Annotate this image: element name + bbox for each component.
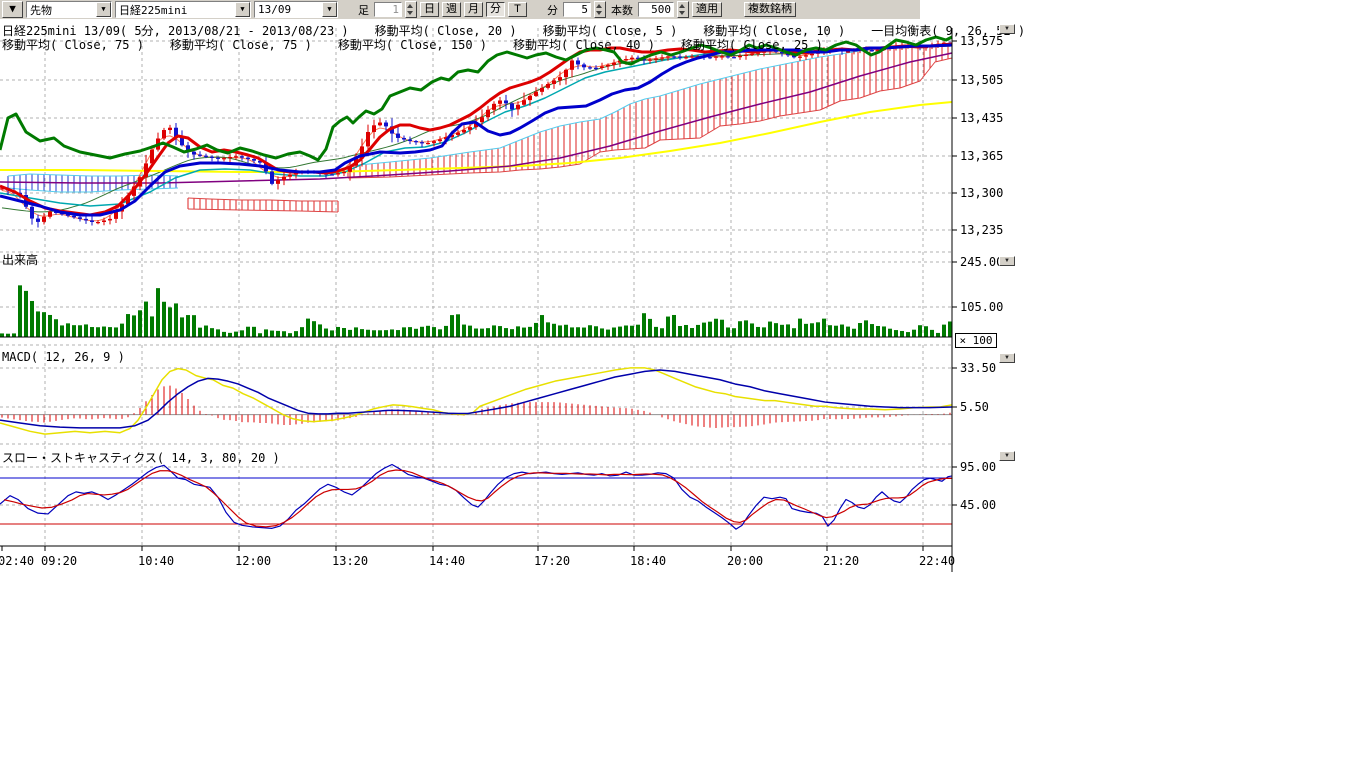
svg-text:95.00: 95.00 <box>960 460 996 474</box>
legend-item: 移動平均( Close, 40 ) <box>513 36 655 53</box>
svg-text:14:40: 14:40 <box>429 554 465 568</box>
volume-bars <box>0 285 952 337</box>
trading-app-window: { "toolbar": { "stub_arrow": "▼", "combo… <box>0 0 1366 768</box>
legend-item: 移動平均( Close, 25 ) <box>681 36 823 53</box>
svg-text:33.50: 33.50 <box>960 361 996 375</box>
svg-text:245.00: 245.00 <box>960 255 1003 269</box>
volume-panel-collapse-button[interactable]: ▼ <box>999 256 1015 266</box>
macd-panel-label: MACD( 12, 26, 9 ) <box>2 350 125 364</box>
svg-text:17:20: 17:20 <box>534 554 570 568</box>
legend-item: 移動平均( Close, 75 ) <box>170 36 312 53</box>
svg-text:13,300: 13,300 <box>960 186 1003 200</box>
candlesticks <box>0 41 952 228</box>
volume-multiplier-badge: × 100 <box>955 333 997 348</box>
svg-text:13,235: 13,235 <box>960 223 1003 237</box>
volume-panel-label: 出来高 <box>2 251 38 268</box>
svg-text:22:40: 22:40 <box>919 554 955 568</box>
macd-panel-collapse-button[interactable]: ▼ <box>999 353 1015 363</box>
svg-text:13,435: 13,435 <box>960 111 1003 125</box>
stochastics-panel-label: スロー・ストキャスティクス( 14, 3, 80, 20 ) <box>2 449 280 466</box>
svg-text:02:40: 02:40 <box>0 554 34 568</box>
svg-text:18:40: 18:40 <box>630 554 666 568</box>
svg-text:5.50: 5.50 <box>960 400 989 414</box>
axes: 02:40 09:20 10:40 12:00 13:20 14:40 17:20 18:40… <box>0 28 1003 572</box>
svg-text:21:20: 21:20 <box>823 554 859 568</box>
svg-text:10:40: 10:40 <box>138 554 174 568</box>
chart-canvas: 02:40 09:20 10:40 12:00 13:20 14:40 17:20 18:40… <box>0 0 1020 582</box>
chart-legend-line-2: 移動平均( Close, 75 ) 移動平均( Close, 75 ) 移動平均( … <box>2 36 849 53</box>
stoch-panel-collapse-button[interactable]: ▼ <box>999 451 1015 461</box>
gridlines <box>0 28 952 546</box>
svg-text:45.00: 45.00 <box>960 498 996 512</box>
svg-text:13,365: 13,365 <box>960 149 1003 163</box>
svg-text:09:20: 09:20 <box>41 554 77 568</box>
legend-item: 移動平均( Close, 75 ) <box>2 36 144 53</box>
macd <box>0 368 952 434</box>
price-panel-collapse-button[interactable]: ▼ <box>999 24 1015 34</box>
svg-text:13,505: 13,505 <box>960 73 1003 87</box>
stochastics <box>0 465 952 530</box>
svg-text:105.00: 105.00 <box>960 300 1003 314</box>
svg-text:20:00: 20:00 <box>727 554 763 568</box>
svg-text:13:20: 13:20 <box>332 554 368 568</box>
svg-text:12:00: 12:00 <box>235 554 271 568</box>
legend-item: 移動平均( Close, 150 ) <box>338 36 487 53</box>
